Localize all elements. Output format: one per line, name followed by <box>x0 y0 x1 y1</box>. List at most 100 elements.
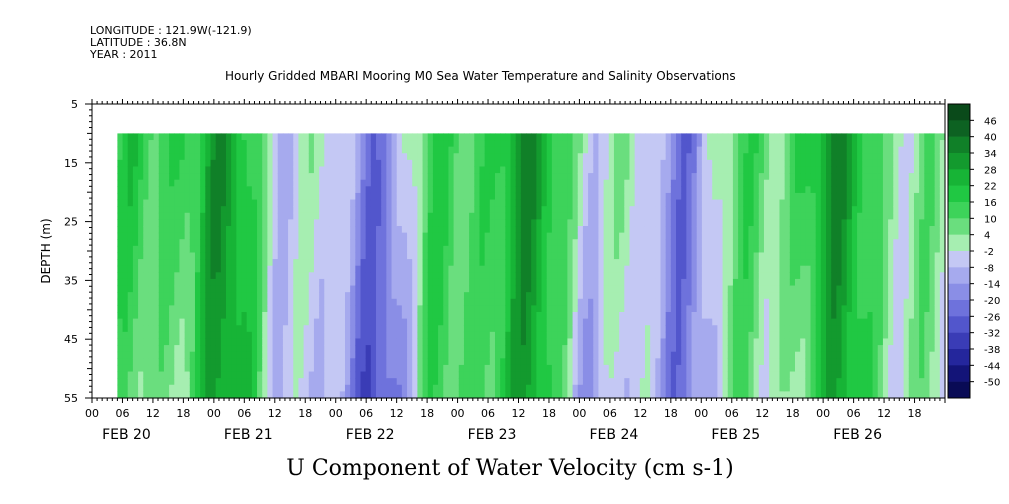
heatmap-cell <box>489 173 496 181</box>
heatmap-cell <box>748 133 755 141</box>
heatmap-cell <box>236 133 243 141</box>
heatmap-cell <box>717 312 724 320</box>
heatmap-cell <box>505 272 512 280</box>
heatmap-cell <box>200 305 206 313</box>
heatmap-cell <box>257 146 263 154</box>
heatmap-cell <box>526 159 532 168</box>
heatmap-cell <box>329 338 336 346</box>
heatmap-cell <box>567 318 574 326</box>
heatmap-cell <box>494 292 501 300</box>
heatmap-cell <box>582 153 589 161</box>
heatmap-cell <box>598 212 605 220</box>
heatmap-cell <box>334 179 341 187</box>
heatmap-cell <box>448 325 455 333</box>
heatmap-cell <box>344 245 351 254</box>
heatmap-cell <box>489 192 496 201</box>
heatmap-cell <box>251 292 258 300</box>
heatmap-cell <box>453 199 460 207</box>
heatmap-cell <box>557 232 563 240</box>
heatmap-cell <box>148 140 155 148</box>
heatmap-cell <box>432 245 439 254</box>
heatmap-cell <box>639 292 646 300</box>
heatmap-cell <box>510 206 517 214</box>
heatmap-cell <box>220 245 227 254</box>
heatmap-cell <box>412 318 418 326</box>
heatmap-cell <box>376 166 382 174</box>
heatmap-cell <box>407 199 413 207</box>
heatmap-cell <box>427 371 434 379</box>
heatmap-cell <box>717 391 724 399</box>
heatmap-cell <box>319 265 325 273</box>
heatmap-cell <box>277 312 284 320</box>
heatmap-cell <box>407 278 413 287</box>
heatmap-cell <box>344 285 351 293</box>
heatmap-cell <box>686 278 693 287</box>
heatmap-cell <box>174 179 181 187</box>
heatmap-cell <box>215 173 222 181</box>
heatmap-cell <box>127 278 134 287</box>
heatmap-cell <box>665 206 672 214</box>
heatmap-cell <box>127 331 134 340</box>
heatmap-cell <box>676 364 682 373</box>
heatmap-cell <box>696 159 703 168</box>
heatmap-cell <box>122 364 129 373</box>
heatmap-cell <box>189 199 196 207</box>
heatmap-cell <box>696 173 703 181</box>
heatmap-cell <box>562 186 568 194</box>
heatmap-cell <box>438 166 444 174</box>
heatmap-cell <box>303 272 310 280</box>
heatmap-cell <box>494 259 501 267</box>
heatmap-cell <box>696 364 703 373</box>
heatmap-cell <box>670 351 677 359</box>
heatmap-cell <box>132 364 139 373</box>
heatmap-cell <box>738 186 744 194</box>
heatmap-cell <box>712 239 718 247</box>
heatmap-cell <box>158 252 165 260</box>
heatmap-cell <box>262 186 268 194</box>
heatmap-cell <box>122 192 129 201</box>
heatmap-cell <box>758 140 765 148</box>
heatmap-cell <box>189 192 196 201</box>
heatmap-cell <box>158 345 165 353</box>
heatmap-cell <box>143 159 150 168</box>
heatmap-cell <box>510 391 517 399</box>
heatmap-cell <box>551 371 558 379</box>
heatmap-cell <box>598 371 605 379</box>
heatmap-cell <box>727 384 734 392</box>
heatmap-cell <box>707 239 713 247</box>
heatmap-cell <box>572 153 579 161</box>
heatmap-cell <box>551 358 558 366</box>
heatmap-cell <box>743 378 750 386</box>
heatmap-cell <box>169 371 175 379</box>
heatmap-cell <box>169 318 175 326</box>
heatmap-cell <box>448 331 455 340</box>
heatmap-cell <box>407 146 413 154</box>
heatmap-cell <box>510 232 517 240</box>
heatmap-cell <box>231 146 237 154</box>
heatmap-cell <box>200 153 206 161</box>
heatmap-cell <box>536 179 543 187</box>
heatmap-cell <box>122 292 129 300</box>
heatmap-cell <box>567 159 574 168</box>
heatmap-cell <box>422 245 429 254</box>
heatmap-cell <box>381 153 387 161</box>
heatmap-cell <box>215 312 222 320</box>
heatmap-cell <box>298 292 305 300</box>
heatmap-cell <box>712 140 718 148</box>
heatmap-cell <box>629 219 636 227</box>
heatmap-cell <box>479 153 486 161</box>
heatmap-cell <box>376 364 382 373</box>
heatmap-cell <box>308 206 315 214</box>
heatmap-cell <box>200 166 206 174</box>
heatmap-cell <box>743 173 750 181</box>
heatmap-cell <box>686 285 693 293</box>
heatmap-cell <box>246 179 253 187</box>
heatmap-cell <box>474 232 481 240</box>
heatmap-cell <box>582 318 589 326</box>
heatmap-cell <box>644 186 651 194</box>
heatmap-cell <box>520 378 527 386</box>
heatmap-cell <box>582 391 589 399</box>
heatmap-cell <box>469 239 475 247</box>
heatmap-cell <box>153 206 160 214</box>
heatmap-cell <box>122 338 129 346</box>
